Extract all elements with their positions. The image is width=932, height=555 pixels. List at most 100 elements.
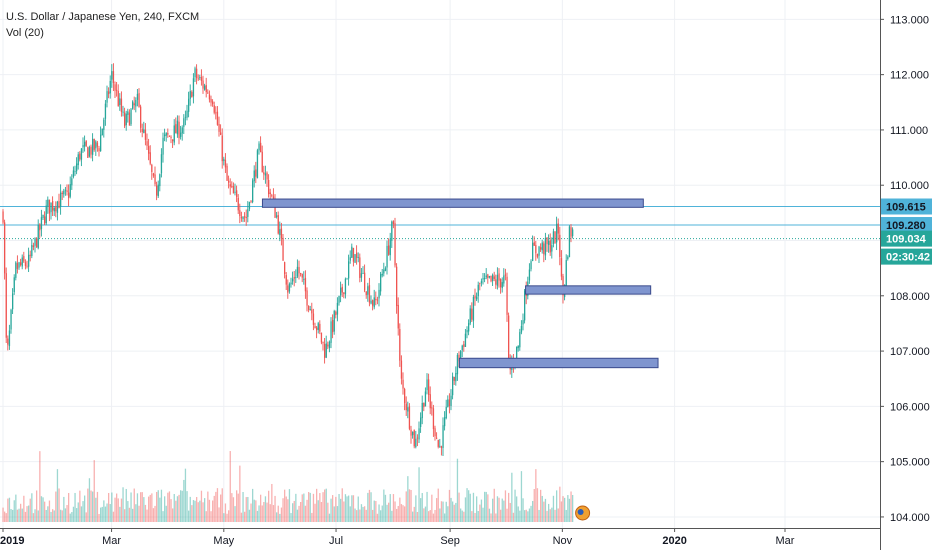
candle-body [232, 186, 235, 194]
volume-bar [557, 508, 559, 522]
candle-body [437, 439, 439, 447]
candle-body [405, 403, 407, 411]
candle-body [236, 190, 238, 197]
time-tick-label: 2019 [0, 535, 24, 547]
volume-bar [189, 496, 191, 522]
candle-body [432, 408, 435, 430]
candle-body [517, 345, 519, 349]
volume-bar [261, 505, 263, 522]
volume-bar [140, 492, 142, 522]
candle-body [412, 431, 414, 436]
volume-bar [412, 511, 414, 522]
candle-body [279, 229, 281, 236]
candle-body [384, 268, 387, 271]
volume-bar [111, 492, 113, 522]
candle-body [210, 98, 212, 103]
volume-bar [204, 498, 206, 522]
volume-bar [536, 488, 539, 522]
volume-bar [328, 513, 331, 522]
volume-bar [447, 506, 449, 522]
candle-body [149, 152, 151, 164]
candle-body [234, 191, 236, 193]
volume-bar [480, 499, 483, 522]
horizontal-levels[interactable] [0, 206, 880, 240]
volume-bar [56, 469, 59, 522]
price-tag-bg [881, 248, 932, 265]
candle-body [487, 274, 489, 279]
volume-bar [138, 505, 140, 522]
volume-bar [496, 496, 499, 522]
volume-bar [10, 508, 12, 522]
volume-bar [224, 503, 227, 522]
volume-bar [96, 491, 99, 522]
volume-bar [437, 488, 439, 522]
candle-body [495, 279, 497, 285]
candle-body [418, 428, 420, 440]
volume-bar [327, 502, 329, 522]
candle-body [357, 256, 359, 258]
volume-bar [324, 489, 326, 522]
candle-body [192, 78, 195, 97]
candle-body [464, 333, 467, 347]
candle-body [266, 172, 268, 180]
candle-body [567, 256, 569, 260]
volume-bar [333, 506, 335, 522]
candle-body [269, 192, 271, 194]
volume-bar [572, 494, 574, 522]
symbol-title[interactable]: U.S. Dollar / Japanese Yen, 240, FXCM [6, 11, 200, 23]
time-axis[interactable]: 2019 Mar May Jul Sep Nov 2020 Mar [0, 528, 880, 547]
candle-body [280, 228, 283, 239]
candle-body [388, 245, 390, 255]
indicator-label[interactable]: Vol (20) [6, 27, 44, 39]
candle-body [402, 379, 404, 389]
candle-body [189, 91, 191, 99]
volume-bar [280, 507, 283, 522]
volume-bar [271, 483, 273, 522]
candle-body [554, 231, 556, 244]
volume-bar [304, 505, 307, 522]
volume-bar [60, 509, 62, 522]
price-tick-label: 112.000 [890, 70, 929, 82]
zones[interactable] [261, 198, 659, 369]
candle-body [23, 256, 25, 262]
volume-bar [167, 492, 169, 522]
volume-bar [396, 508, 398, 522]
candle-body [335, 311, 337, 316]
volume-bar [309, 492, 311, 522]
volume-bar [482, 507, 484, 522]
volume-bar [192, 500, 195, 522]
time-tick-label: 2020 [662, 535, 686, 547]
price-axis[interactable]: 113.000112.000111.000110.000109.000108.0… [880, 0, 930, 550]
volume-bar [172, 508, 174, 522]
candle-body [261, 151, 263, 172]
volume-bar [383, 489, 385, 522]
price-tags: 109.615 109.280 109.034 02:30:42 [881, 198, 932, 265]
volume-bar [288, 489, 291, 522]
volume-bar [152, 508, 155, 522]
time-tick-label: Jul [329, 535, 343, 547]
candle-body [245, 216, 247, 219]
candle-body [21, 257, 23, 267]
volume-bar [287, 499, 289, 522]
candle-body [253, 170, 255, 182]
candle-body [77, 154, 79, 166]
candle-body [370, 300, 372, 304]
candle-body [42, 214, 44, 218]
volume-bar [239, 465, 241, 522]
grid [0, 0, 880, 528]
volume-bar [178, 494, 180, 522]
zone-rectangle [261, 198, 644, 208]
candle-body [205, 85, 207, 93]
candle-body [176, 120, 179, 135]
candle-body [164, 134, 166, 137]
candle-body [221, 135, 223, 162]
volume-bar [42, 497, 44, 522]
candle-body [181, 127, 183, 134]
candle-body [108, 91, 110, 95]
candle-body [538, 246, 540, 256]
volume-bar [215, 491, 217, 522]
volume-bar [477, 511, 479, 522]
volume-bar [31, 493, 33, 522]
